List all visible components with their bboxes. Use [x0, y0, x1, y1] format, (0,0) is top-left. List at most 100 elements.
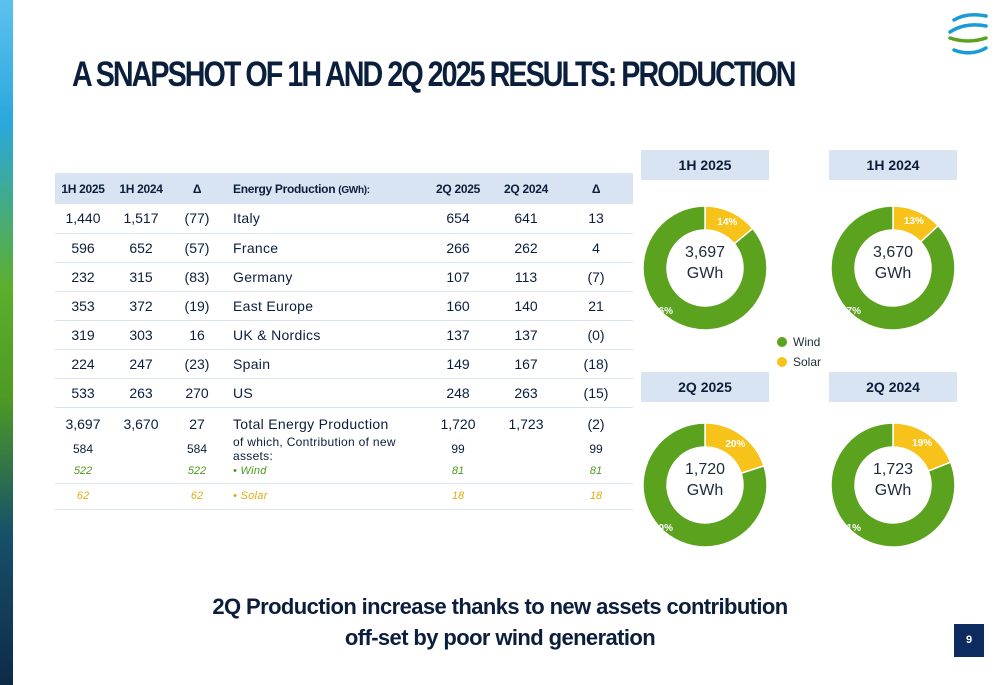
cell-2q-delta: (18) [559, 349, 633, 379]
cell-2q-2024: 263 [493, 378, 559, 408]
cell-country: Germany [223, 262, 423, 292]
chart-legend: Wind Solar [777, 332, 821, 372]
cell-1h-2024: 247 [111, 349, 171, 379]
cell-2q-2024: 137 [493, 320, 559, 350]
cell-1h-2025: 353 [55, 291, 111, 321]
wind-dot-icon [777, 337, 787, 347]
table-row: 533 263 270 US 248 263 (15) [55, 378, 633, 408]
cell-1h-2025: 533 [55, 378, 111, 408]
donut-chart-1h-2025: 3,697 GWh 14% 86% [643, 192, 767, 344]
cell-1h-2024 [111, 435, 171, 463]
cell-new-assets-label: of which, Contribution of new assets: [233, 435, 396, 463]
cell-2q-delta: 18 [559, 483, 633, 510]
wind-pct-label: 86% [653, 306, 674, 317]
donut-center-label: 3,697 GWh [643, 242, 767, 284]
solar-dot-icon [777, 357, 787, 367]
cell-2q-2025: 18 [423, 483, 493, 510]
cell-2q-2024: 262 [493, 233, 559, 263]
table-row: 319 303 16 UK & Nordics 137 137 (0) [55, 320, 633, 350]
cell-2q-2024 [493, 463, 559, 484]
donut-center-label: 1,720 GWh [643, 459, 767, 501]
cell-2q-2024: 167 [493, 349, 559, 379]
header-2q-delta: Δ [559, 173, 633, 204]
cell-2q-delta: 13 [559, 204, 633, 234]
donut-total-value: 1,720 [684, 461, 726, 478]
cell-2q-2024: 140 [493, 291, 559, 321]
conclusion-line-1: 2Q Production increase thanks to new ass… [212, 594, 788, 619]
cell-2q-2025: 149 [423, 349, 493, 379]
donut-center-label: 3,670 GWh [831, 242, 955, 284]
wind-pct-label: 80% [653, 523, 674, 534]
solar-pct-label: 13% [903, 216, 924, 228]
header-2q-2025: 2Q 2025 [423, 173, 493, 204]
new-wind-row: 522 522 • Wind 81 81 [55, 463, 633, 484]
production-table: 1H 2025 1H 2024 Δ Energy Production (GWh… [55, 173, 633, 510]
wind-slice [831, 422, 955, 548]
donut-chart-1h-2024: 3,670 GWh 13% 87% [831, 192, 955, 344]
cell-1h-delta: 16 [171, 320, 223, 350]
cell-1h-2024: 263 [111, 378, 171, 408]
donut-chart-2q-2025: 1,720 GWh 20% 80% [643, 409, 767, 561]
cell-2q-delta: 99 [589, 442, 603, 456]
conclusion-text: 2Q Production increase thanks to new ass… [170, 591, 830, 653]
header-2q-2024: 2Q 2024 [493, 173, 559, 204]
legend-item-solar: Solar [777, 352, 821, 372]
cell-2q-2024: 1,723 [508, 416, 544, 433]
cell-2q-2024 [493, 483, 559, 510]
cell-1h-delta: (23) [171, 349, 223, 379]
cell-1h-2024: 652 [111, 233, 171, 263]
legend-label-solar: Solar [793, 355, 822, 369]
total-row: 3,697 3,670 27 Total Energy Production 1… [55, 407, 633, 435]
cell-country: UK & Nordics [223, 320, 423, 350]
cell-2q-delta: 81 [559, 463, 633, 484]
donut-svg [831, 205, 955, 331]
cell-1h-2024: 315 [111, 262, 171, 292]
cell-2q-2025: 248 [423, 378, 493, 408]
table-row: 232 315 (83) Germany 107 113 (7) [55, 262, 633, 292]
cell-1h-2025: 232 [55, 262, 111, 292]
cell-2q-2025: 107 [423, 262, 493, 292]
donut-title-1h-2025: 1H 2025 [641, 150, 769, 180]
cell-2q-2025: 99 [451, 442, 465, 456]
cell-1h-delta: (83) [171, 262, 223, 292]
donut-total-value: 3,697 [684, 244, 726, 261]
table-header-row: 1H 2025 1H 2024 Δ Energy Production (GWh… [55, 173, 633, 204]
cell-2q-delta: 4 [559, 233, 633, 263]
legend-item-wind: Wind [777, 332, 821, 352]
cell-1h-2025: 3,697 [65, 416, 101, 433]
new-solar-row: 62 62 • Solar 18 18 [55, 483, 633, 510]
cell-1h-2025: 1,440 [55, 204, 111, 234]
header-1h-delta: Δ [171, 173, 223, 204]
cell-1h-delta: 522 [171, 463, 223, 484]
cell-2q-2024: 641 [493, 204, 559, 234]
cell-2q-2025: 266 [423, 233, 493, 263]
cell-wind-label: • Wind [223, 463, 423, 484]
cell-country: Spain [223, 349, 423, 379]
cell-2q-delta: (0) [559, 320, 633, 350]
table-row: 224 247 (23) Spain 149 167 (18) [55, 349, 633, 379]
donut-chart-2q-2024: 1,723 GWh 19% 81% [831, 409, 955, 561]
donut-total-unit: GWh [874, 265, 912, 282]
cell-1h-delta: (57) [171, 233, 223, 263]
cell-1h-2025: 62 [55, 483, 111, 510]
cell-2q-delta: (2) [587, 416, 605, 433]
cell-1h-2025: 584 [72, 442, 94, 456]
donut-svg [831, 422, 955, 548]
wind-slice [643, 205, 767, 331]
wind-slice [643, 422, 767, 548]
donut-total-unit: GWh [686, 265, 724, 282]
legend-label-wind: Wind [793, 335, 821, 349]
wind-pct-label: 87% [841, 306, 862, 317]
cell-1h-2024: 1,517 [111, 204, 171, 234]
cell-1h-2025: 596 [55, 233, 111, 263]
cell-2q-2025: 137 [423, 320, 493, 350]
cell-2q-delta: (7) [559, 262, 633, 292]
table-row: 596 652 (57) France 266 262 4 [55, 233, 633, 263]
cell-1h-delta: 270 [171, 378, 223, 408]
cell-1h-2025: 224 [55, 349, 111, 379]
donut-title-2q-2024: 2Q 2024 [829, 372, 957, 402]
brand-sidebar-stripe [0, 0, 13, 685]
page-title: A SNAPSHOT OF 1H AND 2Q 2025 RESULTS: PR… [72, 55, 797, 94]
cell-1h-2024: 303 [111, 320, 171, 350]
cell-1h-delta: (19) [171, 291, 223, 321]
